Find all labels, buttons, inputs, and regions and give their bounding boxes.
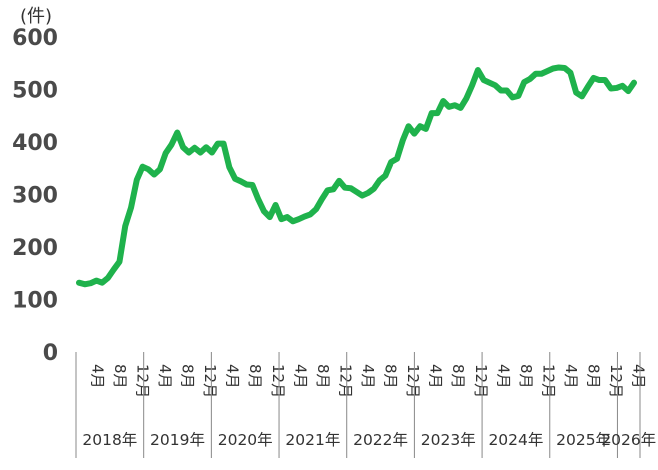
y-tick-label: 200: [12, 236, 58, 261]
x-year-label: 2024年: [488, 431, 543, 449]
x-month-tick-label: 12月: [607, 364, 625, 398]
x-month-tick-label: 12月: [472, 364, 490, 398]
x-axis: 4月 8月 12月 4月 8月 12月 4月 8月 12月 4月 8月 12月 4月 8月 12月 4月 8月 1…: [75, 352, 656, 458]
x-year-label: 2025年: [556, 431, 611, 449]
x-year-label: 2022年: [353, 431, 408, 449]
y-tick-label: 0: [43, 341, 58, 366]
x-month-tick-label: 4月: [427, 364, 445, 389]
y-axis-unit-label: (件): [20, 6, 52, 27]
x-month-tick-label: 12月: [133, 364, 151, 398]
x-month-tick-label: 12月: [404, 364, 422, 398]
y-tick-label: 100: [12, 289, 58, 314]
x-year-label: 2018年: [82, 431, 137, 449]
x-month-tick-label: 12月: [269, 364, 287, 398]
x-month-tick-label: 8月: [246, 364, 264, 389]
x-year-label: 2021年: [285, 431, 340, 449]
x-month-tick-label: 8月: [517, 364, 535, 389]
x-month-tick-label: 8月: [449, 364, 467, 389]
x-year-label: 2026年: [601, 431, 656, 449]
x-month-tick-label: 4月: [630, 364, 648, 389]
y-tick-label: 400: [12, 131, 58, 156]
x-month-tick-label: 4月: [291, 364, 309, 389]
x-month-tick-label: 8月: [179, 364, 197, 389]
x-month-tick-label: 4月: [359, 364, 377, 389]
y-tick-label: 500: [12, 79, 58, 104]
x-month-tick-label: 8月: [111, 364, 129, 389]
series-layer: [76, 64, 637, 288]
x-month-tick-label: 4月: [156, 364, 174, 389]
x-month-tick-label: 4月: [562, 364, 580, 389]
x-month-tick-label: 8月: [585, 364, 603, 389]
y-axis-ticks: 600 500 400 300 200 100 0: [12, 26, 58, 366]
x-month-tick-label: 12月: [201, 364, 219, 398]
x-year-label: 2019年: [150, 431, 205, 449]
x-month-tick-label: 4月: [494, 364, 512, 389]
x-year-label: 2020年: [218, 431, 273, 449]
x-year-label: 2023年: [421, 431, 476, 449]
series-line: [76, 64, 637, 288]
x-month-tick-label: 12月: [539, 364, 557, 398]
y-tick-label: 600: [12, 26, 58, 51]
x-month-tick-label: 8月: [382, 364, 400, 389]
x-month-tick-label: 12月: [336, 364, 354, 398]
y-tick-label: 300: [12, 184, 58, 209]
x-month-tick-label: 8月: [314, 364, 332, 389]
x-month-tick-label: 4月: [224, 364, 242, 389]
x-month-tick-label: 4月: [88, 364, 106, 389]
